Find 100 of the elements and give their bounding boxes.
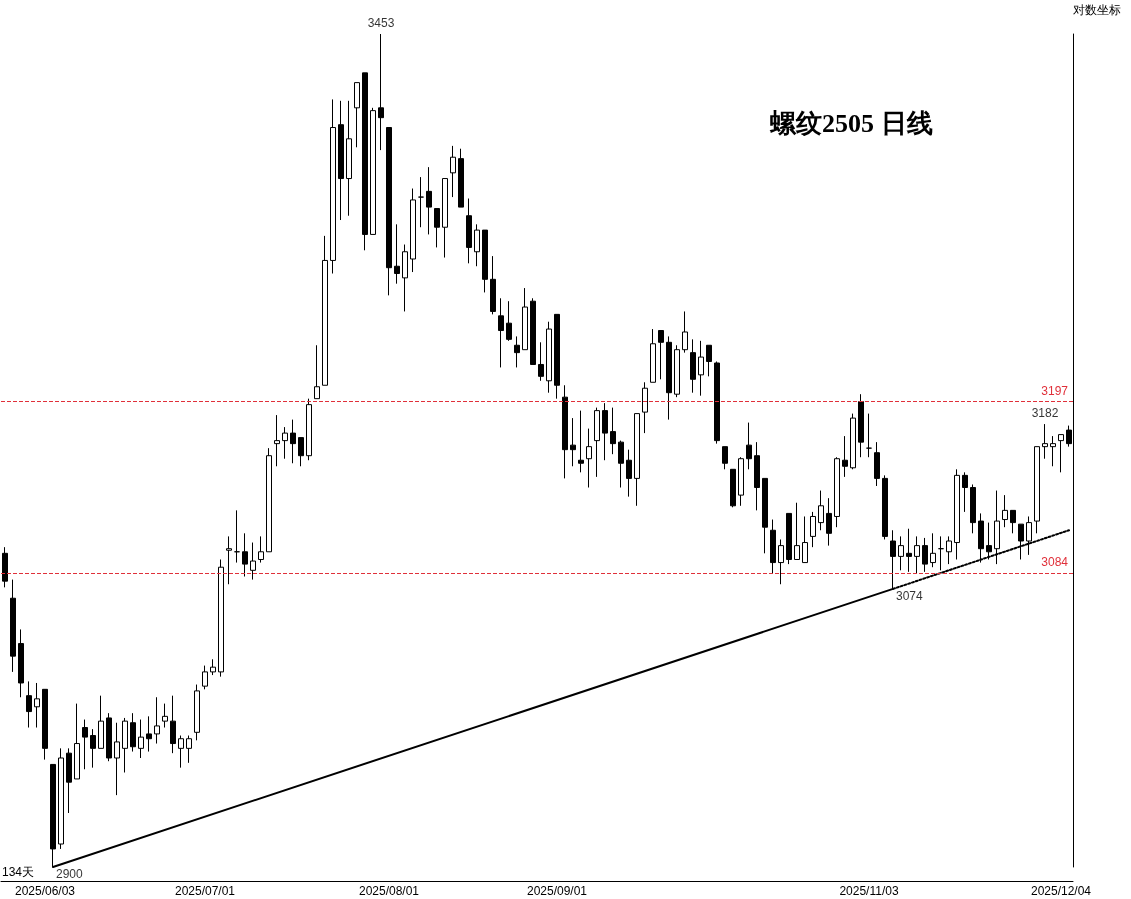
candlestick: [746, 422, 752, 470]
candlestick: [594, 407, 600, 478]
x-tick-label: 2025/09/01: [526, 884, 588, 898]
candlestick: [322, 235, 328, 386]
candlestick: [522, 287, 528, 351]
candlestick: [90, 728, 96, 769]
candlestick: [242, 532, 248, 577]
candlestick: [938, 535, 944, 571]
candlestick: [442, 178, 448, 259]
candlestick: [850, 413, 856, 470]
candlestick: [74, 703, 80, 780]
candlestick: [146, 715, 152, 753]
candlestick: [658, 330, 664, 380]
candlestick: [842, 435, 848, 478]
candlestick: [122, 717, 128, 773]
candlestick: [394, 223, 400, 285]
candlestick: [490, 255, 496, 315]
candlestick: [930, 532, 936, 568]
candlestick: [626, 449, 632, 498]
candlestick: [1010, 509, 1016, 534]
candlestick: [346, 100, 352, 217]
candlestick: [786, 512, 792, 565]
candlestick: [202, 665, 208, 690]
candlestick: [130, 712, 136, 753]
candlestick: [290, 419, 296, 464]
candlestick: [402, 244, 408, 312]
candlestick: [306, 398, 312, 461]
annotation: 3453: [367, 16, 395, 30]
x-tick-label: 2025/08/01: [358, 884, 420, 898]
annotation: 3182: [1031, 406, 1059, 421]
candlestick: [498, 297, 504, 368]
candlestick: [906, 528, 912, 573]
candlestick: [210, 658, 216, 676]
candlestick: [666, 335, 672, 421]
candlestick: [650, 328, 656, 383]
candlestick: [546, 321, 552, 394]
candlestick: [730, 468, 736, 508]
candlestick: [450, 145, 456, 198]
candlestick: [562, 384, 568, 479]
x-tick-label: 2025/12/04: [1030, 884, 1092, 898]
candlestick: [818, 490, 824, 531]
candlestick: [282, 426, 288, 460]
candlestick: [802, 515, 808, 564]
candlestick: [914, 535, 920, 574]
candlestick: [170, 695, 176, 754]
candlestick: [482, 229, 488, 293]
text: 螺纹2505 日线: [769, 108, 933, 138]
candlestick: [514, 335, 520, 368]
candlestick: [266, 447, 272, 553]
candlestick: [58, 747, 64, 850]
candlestick: [1042, 423, 1048, 460]
annotation: 134天: [2, 865, 35, 879]
candlestick: [226, 535, 232, 585]
candlestick: [682, 310, 688, 354]
candlestick: [970, 483, 976, 534]
candlestick: [138, 719, 144, 759]
annotation: 3074: [896, 588, 924, 603]
candlestick: [474, 223, 480, 267]
candlestick: [762, 477, 768, 554]
candlestick: [10, 579, 16, 673]
text: 对数坐标: [1073, 3, 1121, 17]
candlestick: [434, 208, 440, 248]
candlestick: [154, 696, 160, 745]
candlestick: [26, 680, 32, 729]
candlestick: [778, 538, 784, 585]
annotation: 2900: [56, 867, 84, 881]
candlestick: [314, 344, 320, 400]
candlestick: [66, 747, 72, 814]
candlestick: [642, 381, 648, 434]
candlestick: [178, 735, 184, 769]
candlestick: [274, 414, 280, 467]
candlestick: [186, 735, 192, 764]
candlestick: [418, 176, 424, 228]
candlestick: [794, 502, 800, 560]
candlestick: [714, 361, 720, 445]
candlestick: [82, 719, 88, 770]
candlestick: [770, 519, 776, 574]
candlestick: [754, 441, 760, 511]
candlestick: [234, 509, 240, 564]
candlestick: [466, 198, 472, 264]
candlestick: [162, 703, 168, 729]
candlestick: [954, 468, 960, 560]
candlestick: [1058, 434, 1064, 473]
candlestick: [570, 417, 576, 467]
candlestick: [98, 695, 104, 749]
candlestick: [250, 542, 256, 581]
x-tick-label: 2025/07/01: [174, 884, 236, 898]
candlestick: [34, 682, 40, 729]
ref-line-label: 3197: [1041, 383, 1069, 398]
candlestick: [586, 428, 592, 489]
candlestick: [458, 148, 464, 208]
candlestick: [538, 341, 544, 382]
candlestick: [602, 402, 608, 461]
candlestick: [426, 166, 432, 235]
candlestick: [578, 410, 584, 473]
candlestick: [1034, 446, 1040, 534]
candlestick: [634, 413, 640, 507]
candlestick: [530, 297, 536, 365]
candlestick: [810, 511, 816, 548]
candlestick: [194, 684, 200, 741]
